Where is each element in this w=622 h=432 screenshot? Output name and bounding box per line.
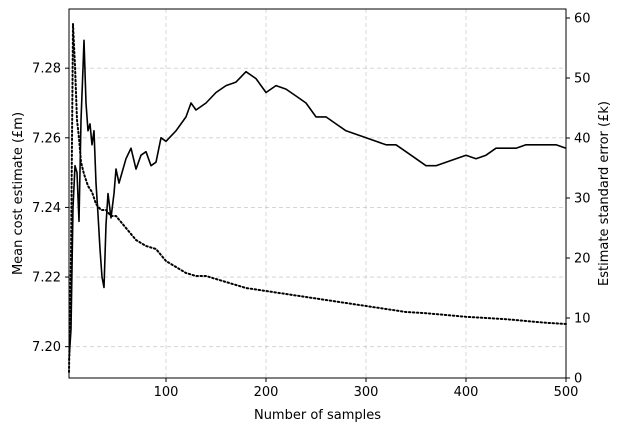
y-left-tick-label: 7.28	[32, 62, 61, 77]
y-right-tick-label: 30	[574, 192, 591, 207]
y-right-tick-label: 20	[574, 252, 591, 267]
y-left-tick-label: 7.26	[32, 131, 61, 146]
x-tick-label: 100	[154, 385, 179, 400]
y-axis-right-title: Estimate standard error (£k)	[597, 101, 612, 286]
y-right-tick-label: 40	[574, 132, 591, 147]
x-tick-label: 300	[354, 385, 379, 400]
y-left-tick-label: 7.20	[32, 340, 61, 355]
plot-frame	[68, 8, 567, 379]
x-tick-label: 200	[254, 385, 279, 400]
grid	[69, 9, 567, 378]
y-left-tick-label: 7.22	[32, 271, 61, 286]
y-right-tick-label: 0	[574, 372, 582, 387]
ticks: 100 200 300 400 500 7.20 7.22 7.24 7.26 7.28 0 10 20…	[32, 12, 591, 401]
x-axis-title: Number of samples	[254, 408, 381, 423]
x-tick-label: 500	[554, 385, 579, 400]
y-right-tick-label: 50	[574, 72, 591, 87]
series-layer	[68, 23, 567, 373]
y-right-tick-label: 60	[574, 12, 591, 27]
standard-error-line	[68, 23, 567, 373]
mean-cost-line	[68, 39, 567, 361]
y-left-tick-label: 7.24	[32, 201, 61, 216]
y-axis-left-title: Mean cost estimate (£m)	[11, 112, 26, 275]
y-right-tick-label: 10	[574, 312, 591, 327]
x-tick-label: 400	[454, 385, 479, 400]
